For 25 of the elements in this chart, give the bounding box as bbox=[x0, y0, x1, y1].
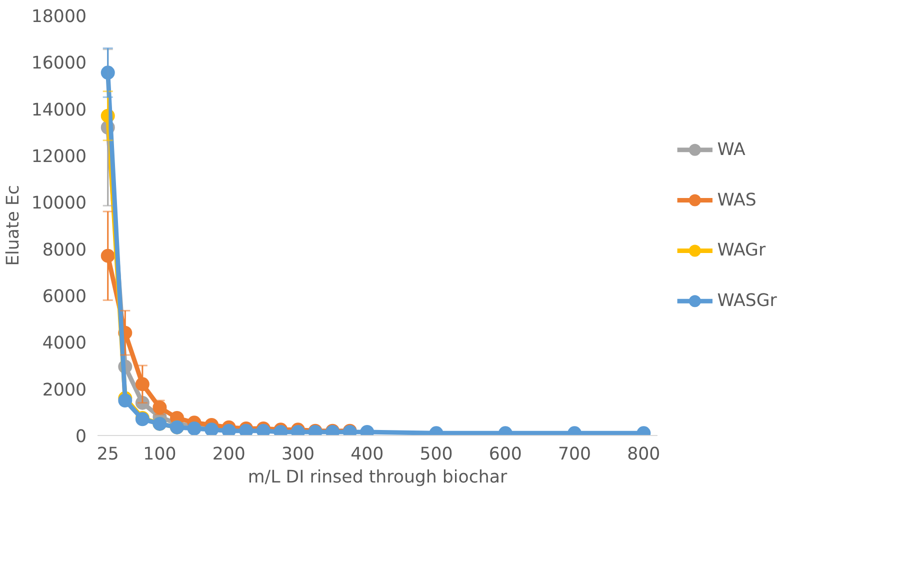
y-tick-label: 18000 bbox=[31, 7, 86, 27]
y-tick-label: 4000 bbox=[42, 334, 87, 354]
x-tick-label: 500 bbox=[420, 444, 453, 464]
x-tick-label: 200 bbox=[212, 444, 246, 464]
legend-label: WA bbox=[717, 140, 746, 160]
x-tick-label: 400 bbox=[350, 444, 384, 464]
y-tick-label: 16000 bbox=[31, 54, 86, 74]
y-tick-label: 6000 bbox=[42, 287, 87, 307]
x-axis-title: m/L DI rinsed through biochar bbox=[248, 468, 508, 488]
x-tick-label: 25 bbox=[96, 444, 119, 464]
x-tick-label: 100 bbox=[143, 444, 176, 464]
y-axis-title: Eluate Ec bbox=[3, 185, 24, 266]
x-tick-label: 600 bbox=[488, 444, 522, 464]
legend-label: WAS bbox=[717, 190, 756, 210]
y-tick-label: 2000 bbox=[42, 380, 87, 400]
x-tick-label: 800 bbox=[627, 444, 660, 464]
y-tick-label: 8000 bbox=[42, 240, 87, 260]
y-tick-label: 14000 bbox=[31, 100, 86, 120]
legend-label: WASGr bbox=[717, 291, 778, 312]
legend-label: WAGr bbox=[717, 240, 766, 261]
y-tick-label: 10000 bbox=[31, 194, 86, 214]
y-tick-label: 12000 bbox=[31, 147, 86, 167]
x-tick-label: 700 bbox=[558, 444, 592, 464]
y-tick-label: 0 bbox=[75, 427, 87, 447]
x-tick-label: 300 bbox=[281, 444, 315, 464]
